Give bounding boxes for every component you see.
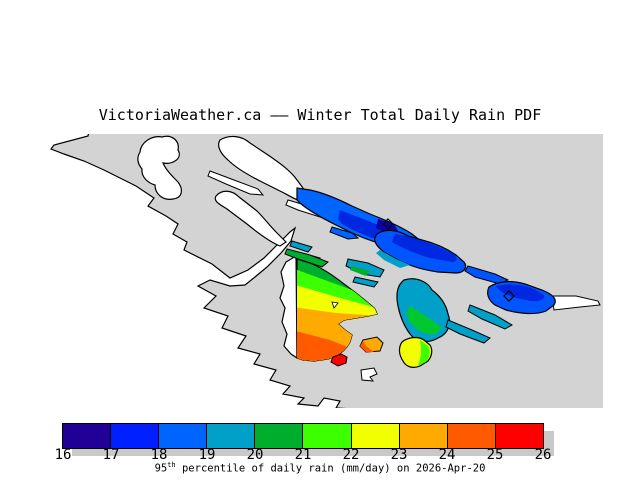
rain-sliver-teal-2 (345, 258, 385, 278)
colorbar-tick-label: 21 (294, 447, 312, 463)
colorbar-segment (302, 424, 351, 448)
rain-islet-yellow-green-green (418, 340, 430, 366)
colorbar-segment (254, 424, 303, 448)
island-sliver-1 (207, 170, 265, 196)
colorbar-segment (63, 424, 111, 448)
mainland (40, 134, 347, 408)
colorbar-segment (350, 424, 399, 448)
colorbar-tick-label: 20 (246, 447, 264, 463)
station-marker-diamond-1 (382, 218, 394, 230)
page-title: VictoriaWeather.ca —— Winter Total Daily… (98, 106, 542, 124)
colorbar-segment (158, 424, 207, 448)
colorbar-tick-label: 26 (534, 447, 552, 463)
rain-sliver-blue (329, 226, 360, 240)
island-north-b (214, 190, 287, 247)
peninsula-strip (279, 254, 298, 360)
colorbar-segment (398, 424, 447, 448)
rain-sliver-green-2 (350, 266, 370, 276)
colorbar-tick-label: 16 (54, 447, 72, 463)
rain-sliver-green-1 (284, 248, 329, 268)
colorbar-tick-label: 25 (486, 447, 504, 463)
colorbar-ticks: 16 17 18 19 20 21 22 23 24 25 26 (55, 447, 552, 463)
rain-sliver-se-1 (445, 319, 491, 344)
caption-superscript: th (167, 461, 176, 469)
colorbar-tick-label: 24 (438, 447, 456, 463)
rain-islet-red (330, 353, 348, 367)
colorbar-segment (206, 424, 255, 448)
caption-suffix: percentile of daily rain (mm/day) on 202… (175, 462, 486, 475)
colorbar-segment (494, 424, 543, 448)
station-marker-diamond-2 (503, 290, 515, 302)
island-north-a (137, 135, 183, 200)
colorbar-segment (110, 424, 159, 448)
colorbar-tick-label: 18 (150, 447, 168, 463)
colorbar-tick-label: 23 (390, 447, 408, 463)
rain-islet-orange-dark (360, 341, 374, 352)
rain-sliver-teal-1 (289, 240, 313, 253)
rain-region-teal-island-green (407, 306, 442, 335)
colorbar-tick-label: 17 (102, 447, 120, 463)
islet-south (360, 367, 378, 382)
rain-region-central-blue-dark (392, 234, 457, 262)
colorbar-tick-label: 19 (198, 447, 216, 463)
white-tail-east (551, 295, 601, 311)
colorbar (62, 423, 544, 449)
gradient-triangle-islet (331, 301, 339, 309)
rain-region-central-teal-fringe (376, 250, 410, 268)
caption-prefix: 95 (154, 462, 168, 475)
colorbar-tick-label: 22 (342, 447, 360, 463)
rain-sliver-se-2 (467, 304, 513, 330)
rain-region-right-blue-dark (496, 284, 545, 302)
colorbar-segment (446, 424, 495, 448)
rain-sliver-teal-3 (352, 276, 379, 288)
colorbar-caption: 95th percentile of daily rain (mm/day) o… (0, 461, 640, 475)
